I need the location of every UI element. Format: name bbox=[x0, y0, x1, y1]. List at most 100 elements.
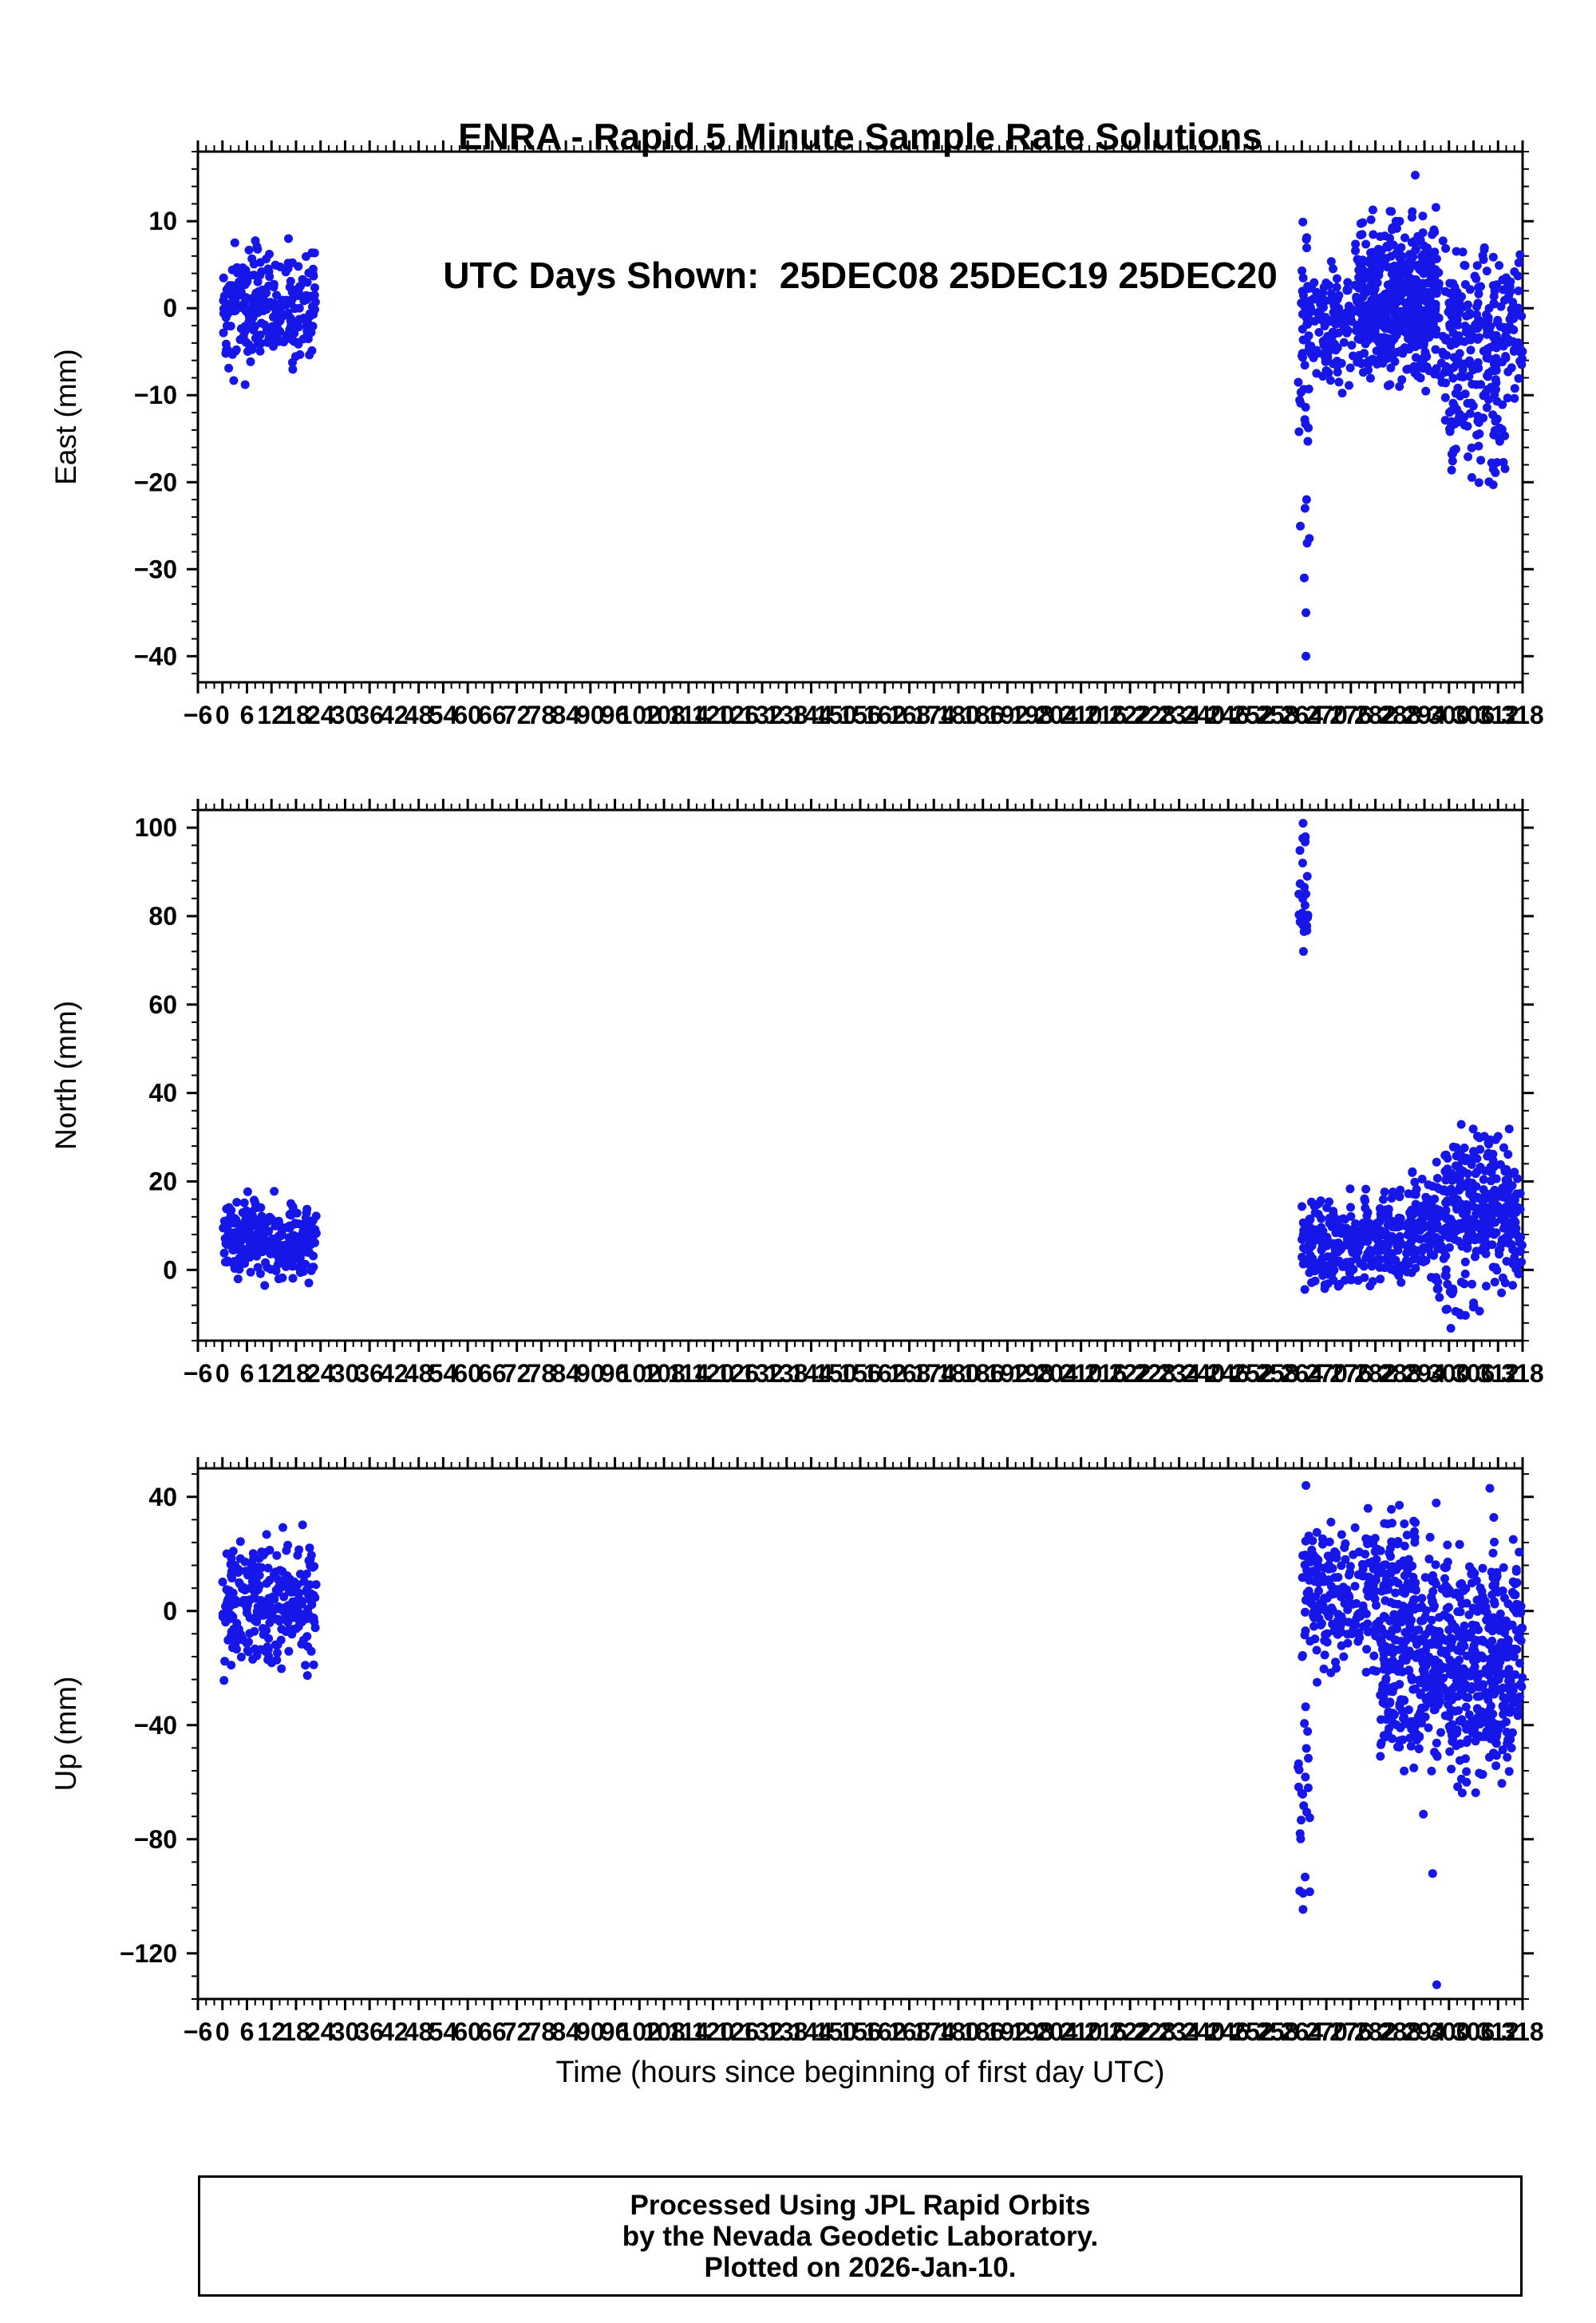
data-point bbox=[1498, 1586, 1507, 1595]
x-tick-label: 222 bbox=[1108, 1359, 1151, 1388]
data-point bbox=[1496, 1240, 1506, 1250]
data-point bbox=[1505, 1621, 1515, 1630]
data-point bbox=[1379, 1649, 1389, 1658]
data-point bbox=[1367, 1258, 1377, 1268]
data-point bbox=[303, 334, 313, 344]
y-tick-label: −20 bbox=[134, 468, 177, 496]
data-point bbox=[1329, 1207, 1338, 1216]
x-tick-label: 120 bbox=[692, 2017, 734, 2046]
data-point bbox=[1472, 274, 1481, 283]
data-point bbox=[1448, 328, 1458, 338]
data-point bbox=[258, 1624, 267, 1633]
data-point bbox=[1436, 1697, 1444, 1706]
data-point bbox=[1392, 330, 1401, 340]
data-point bbox=[1388, 1223, 1397, 1231]
data-point bbox=[311, 1580, 321, 1590]
data-point bbox=[1294, 910, 1304, 919]
data-point bbox=[1310, 317, 1320, 326]
x-tick-label: 288 bbox=[1379, 701, 1421, 729]
data-point bbox=[1474, 282, 1483, 292]
data-point bbox=[1431, 345, 1440, 354]
outlier-point bbox=[1432, 1980, 1441, 1989]
data-point bbox=[1420, 1208, 1429, 1218]
data-point bbox=[251, 1199, 260, 1207]
x-tick-label: 96 bbox=[601, 1359, 630, 1388]
data-point bbox=[291, 1250, 301, 1259]
data-point bbox=[1502, 1257, 1511, 1266]
data-point bbox=[1455, 1593, 1464, 1602]
data-point bbox=[283, 1540, 293, 1550]
data-point bbox=[1385, 1724, 1393, 1733]
data-point bbox=[1360, 333, 1369, 342]
data-point bbox=[1429, 306, 1439, 315]
data-point bbox=[1394, 262, 1404, 271]
data-point bbox=[1441, 378, 1451, 388]
data-point bbox=[1447, 1764, 1456, 1774]
data-point bbox=[240, 380, 250, 389]
data-point bbox=[1424, 1723, 1433, 1732]
x-tick-label: 42 bbox=[380, 2017, 409, 2046]
data-point bbox=[1452, 1741, 1461, 1751]
data-point bbox=[1515, 1246, 1525, 1256]
data-point bbox=[275, 1582, 285, 1592]
data-point bbox=[235, 302, 245, 312]
data-point bbox=[1491, 1574, 1501, 1583]
x-tick-label: 18 bbox=[282, 701, 310, 729]
x-tick-label: 24 bbox=[306, 2017, 335, 2046]
data-point bbox=[1439, 1186, 1448, 1195]
data-point bbox=[1484, 354, 1494, 363]
data-point bbox=[1420, 1670, 1429, 1680]
x-tick-label: −6 bbox=[184, 1359, 212, 1388]
data-point bbox=[1297, 1788, 1306, 1798]
x-tick-label: 156 bbox=[839, 701, 881, 729]
data-point bbox=[1302, 233, 1311, 243]
data-point bbox=[1472, 310, 1481, 319]
data-point bbox=[1479, 1213, 1488, 1223]
data-point bbox=[1446, 1636, 1456, 1645]
data-point bbox=[277, 1227, 286, 1237]
data-point bbox=[1389, 1187, 1397, 1197]
data-point bbox=[1386, 1249, 1396, 1258]
data-point bbox=[1478, 1563, 1487, 1573]
x-tick-label: 0 bbox=[215, 2017, 230, 2046]
data-point bbox=[1337, 1530, 1346, 1539]
x-tick-label: 36 bbox=[355, 1359, 384, 1388]
up-major-ticks bbox=[187, 1457, 1534, 2010]
data-point bbox=[1371, 1233, 1381, 1242]
data-point bbox=[1323, 331, 1333, 341]
x-tick-label: 294 bbox=[1403, 2017, 1446, 2046]
data-point bbox=[1307, 283, 1317, 293]
data-point bbox=[1333, 357, 1341, 365]
data-point bbox=[1452, 1199, 1461, 1209]
x-tick-label: 264 bbox=[1281, 1359, 1324, 1388]
data-point bbox=[1317, 1256, 1326, 1266]
data-point bbox=[270, 298, 279, 308]
data-point bbox=[1468, 1302, 1478, 1312]
data-point bbox=[1483, 1695, 1493, 1705]
data-point bbox=[247, 1577, 257, 1586]
data-point bbox=[302, 1569, 311, 1578]
data-point bbox=[1460, 389, 1470, 399]
x-tick-label: 252 bbox=[1231, 2017, 1274, 2046]
data-point bbox=[310, 1238, 319, 1247]
data-point bbox=[243, 1187, 252, 1196]
x-tick-label: 216 bbox=[1084, 701, 1127, 729]
data-point bbox=[1431, 1626, 1440, 1636]
data-point bbox=[1510, 1253, 1519, 1262]
data-point bbox=[1349, 1550, 1358, 1559]
data-point bbox=[1460, 1621, 1469, 1630]
data-point bbox=[1335, 1279, 1345, 1289]
data-point bbox=[235, 1222, 244, 1231]
data-point bbox=[1419, 363, 1428, 373]
data-point bbox=[271, 1614, 280, 1624]
data-point bbox=[1400, 1719, 1410, 1728]
data-point bbox=[1454, 1706, 1464, 1715]
data-point bbox=[269, 279, 279, 289]
data-point bbox=[1452, 314, 1462, 324]
data-point bbox=[1363, 1627, 1373, 1637]
data-point bbox=[1330, 339, 1339, 349]
data-point bbox=[1464, 372, 1474, 381]
data-point bbox=[1432, 1157, 1441, 1167]
x-tick-label: 144 bbox=[790, 701, 833, 729]
